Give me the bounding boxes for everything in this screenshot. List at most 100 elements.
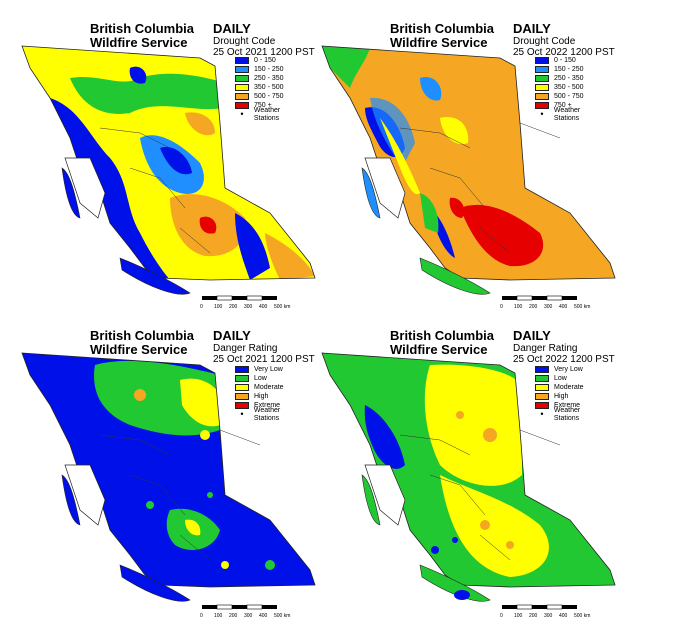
scale-tick: 100 <box>514 304 523 310</box>
scale-tick: 400 <box>559 304 568 310</box>
legend-item: 0 - 150 <box>535 56 607 65</box>
map-header: DAILY Drought Code 25 Oct 2022 1200 PST <box>513 22 615 59</box>
legend-label: 500 - 750 <box>254 92 284 100</box>
station-dot-icon: • <box>540 409 544 419</box>
map-panel-danger-rating-2021: British Columbia Wildfire Service DAILY … <box>10 325 330 625</box>
legend-swatch <box>535 366 549 373</box>
timestamp: 25 Oct 2022 1200 PST <box>513 47 615 58</box>
timestamp: 25 Oct 2021 1200 PST <box>213 354 315 365</box>
map-header: DAILY Danger Rating 25 Oct 2021 1200 PST <box>213 328 315 366</box>
legend-label: 350 - 500 <box>554 83 584 91</box>
scale-tick: 0 <box>500 304 503 310</box>
frequency-label: DAILY <box>213 328 251 343</box>
legend-swatch <box>535 84 549 91</box>
org-name: British Columbia Wildfire Service <box>90 329 194 357</box>
scale-tick: 400 <box>259 304 268 310</box>
product-label: Danger Rating <box>213 343 278 354</box>
legend-swatch <box>535 75 549 82</box>
legend-item: 500 - 750 <box>535 92 607 101</box>
bc-drought-code-map-2021 <box>21 45 316 295</box>
legend-label: 150 - 250 <box>254 65 284 73</box>
station-dot-icon: • <box>540 109 544 119</box>
scale-tick: 200 <box>529 613 538 619</box>
legend-label: High <box>554 392 569 400</box>
legend-swatch <box>235 93 249 100</box>
timestamp: 25 Oct 2022 1200 PST <box>513 354 615 365</box>
scale-tick: 200 <box>229 613 238 619</box>
legend-swatch <box>235 84 249 91</box>
legend-item: Moderate <box>235 383 307 392</box>
legend-swatch <box>235 393 249 400</box>
legend-item: Extreme <box>235 401 307 410</box>
org-line1: British Columbia <box>390 21 495 36</box>
legend-swatch <box>535 375 549 382</box>
org-line1: British Columbia <box>390 328 495 343</box>
legend-item: Low <box>235 374 307 383</box>
map-legend: 0 - 150 150 - 250 250 - 350 350 - 500 50… <box>235 56 307 122</box>
map-legend: 0 - 150 150 - 250 250 - 350 350 - 500 50… <box>535 56 607 122</box>
legend-swatch <box>535 393 549 400</box>
scale-tick: 200 <box>529 304 538 310</box>
legend-swatch <box>235 375 249 382</box>
scale-tick: 300 <box>544 304 553 310</box>
legend-swatch <box>535 93 549 100</box>
legend-swatch <box>535 402 549 409</box>
station-dot-icon: • <box>240 109 244 119</box>
legend-label: Weather Stations <box>253 106 281 122</box>
org-name: British Columbia Wildfire Service <box>90 22 194 50</box>
legend-item: 350 - 500 <box>235 83 307 92</box>
map-header: DAILY Drought Code 25 Oct 2021 1200 PST <box>213 21 315 59</box>
scale-bar: 0 100 200 300 400 500 km <box>200 295 290 310</box>
legend-item: 750 + <box>535 101 607 110</box>
scale-tick: 500 km <box>274 304 290 310</box>
legend-item: 500 - 750 <box>235 92 307 101</box>
legend-item: Extreme <box>535 401 607 410</box>
scale-tick: 500 km <box>274 613 290 619</box>
org-line2: Wildfire Service <box>390 342 488 357</box>
legend-item: • Weather Stations <box>535 107 607 122</box>
map-header: DAILY Danger Rating 25 Oct 2022 1200 PST <box>513 328 615 366</box>
legend-swatch <box>535 384 549 391</box>
scale-tick: 300 <box>244 304 253 310</box>
legend-label: Very Low <box>554 365 583 373</box>
scale-bar: 0 100 200 300 400 500 km <box>200 604 290 619</box>
bc-drought-code-map-2022 <box>321 45 616 295</box>
legend-item: Low <box>535 374 607 383</box>
org-line2: Wildfire Service <box>90 35 188 50</box>
frequency-label: DAILY <box>213 21 251 36</box>
scale-tick: 0 <box>200 613 203 619</box>
legend-item: High <box>235 392 307 401</box>
scale-tick: 400 <box>259 613 268 619</box>
legend-item: • Weather Stations <box>235 407 307 422</box>
legend-label: Low <box>554 374 567 382</box>
scale-bar: 0 100 200 300 400 500 km <box>500 604 590 619</box>
legend-item: 150 - 250 <box>235 65 307 74</box>
legend-item: • Weather Stations <box>235 107 307 122</box>
legend-item: 150 - 250 <box>535 65 607 74</box>
product-label: Drought Code <box>213 36 276 47</box>
org-name: British Columbia Wildfire Service <box>390 329 494 357</box>
legend-label: Extreme <box>254 401 281 409</box>
legend-label: Extreme <box>554 401 581 409</box>
legend-label: 0 - 150 <box>254 56 276 64</box>
legend-label: Very Low <box>254 365 283 373</box>
scale-tick: 100 <box>514 613 523 619</box>
product-label: Danger Rating <box>513 343 578 354</box>
legend-label: High <box>254 392 269 400</box>
frequency-label: DAILY <box>513 328 551 343</box>
scale-tick: 400 <box>559 613 568 619</box>
org-line1: British Columbia <box>90 328 195 343</box>
scale-tick: 100 <box>214 613 223 619</box>
legend-item: Very Low <box>535 365 607 374</box>
scale-tick: 100 <box>214 304 223 310</box>
bc-danger-rating-map-2021 <box>21 352 316 602</box>
legend-item: 750 + <box>235 101 307 110</box>
legend-swatch <box>535 102 549 109</box>
legend-item: 250 - 350 <box>535 74 607 83</box>
scale-tick: 0 <box>500 613 503 619</box>
legend-item: Moderate <box>535 383 607 392</box>
org-line2: Wildfire Service <box>390 35 488 50</box>
map-legend: Very Low Low Moderate High Extreme • Weat… <box>535 365 607 422</box>
scale-tick: 300 <box>244 613 253 619</box>
legend-swatch <box>235 75 249 82</box>
